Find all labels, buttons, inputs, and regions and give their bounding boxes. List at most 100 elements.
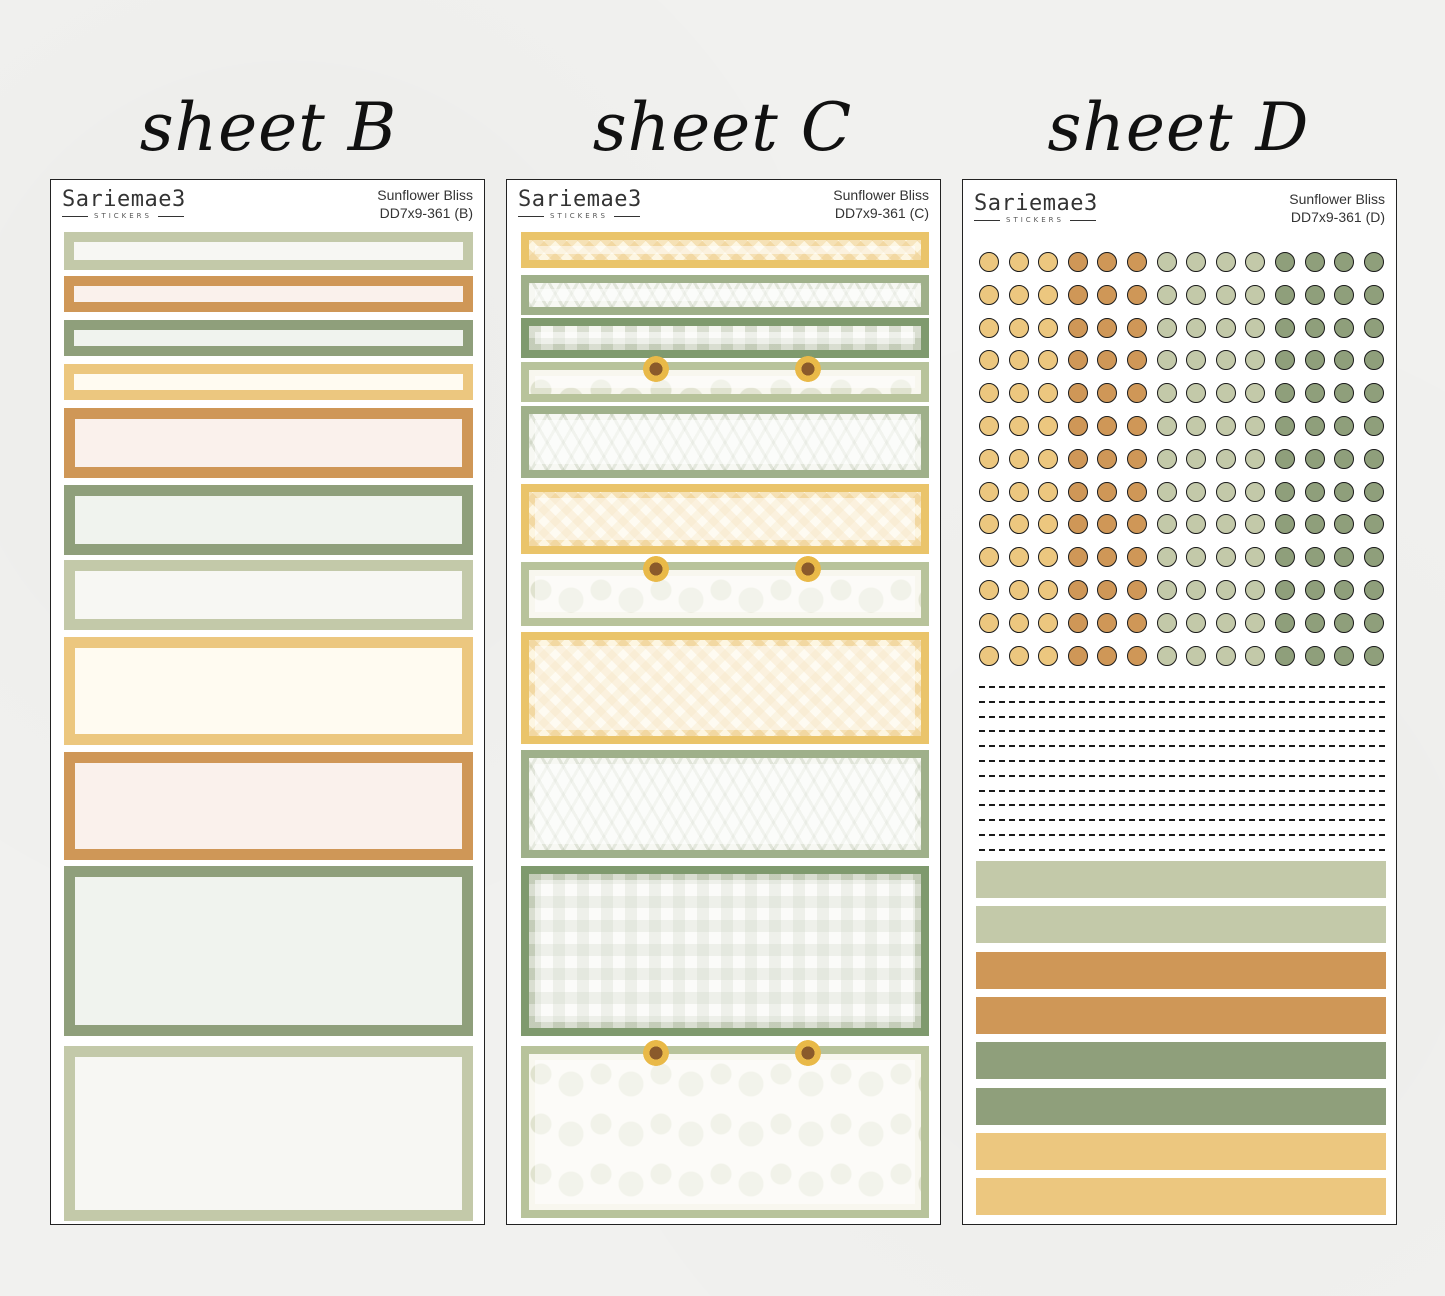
dot-sticker <box>1216 514 1236 534</box>
frame-sticker <box>64 1046 473 1221</box>
dot-sticker <box>979 613 999 633</box>
kit-name: Sunflower Bliss <box>377 187 473 203</box>
dot-sticker <box>1186 580 1206 600</box>
dot-sticker <box>979 252 999 272</box>
dot-sticker <box>1186 613 1206 633</box>
sunflower-icon <box>643 556 669 582</box>
frame-sticker <box>64 560 473 630</box>
dot-sticker <box>1038 514 1058 534</box>
frame-sticker <box>64 408 473 478</box>
dot-sticker <box>1334 318 1354 338</box>
dot-sticker <box>1127 646 1147 666</box>
dot-sticker <box>1097 547 1117 567</box>
dot-sticker <box>1038 416 1058 436</box>
dot-sticker <box>1305 285 1325 305</box>
dot-sticker <box>1009 646 1029 666</box>
patterned-frame-sticker <box>521 275 929 315</box>
dot-sticker <box>1186 449 1206 469</box>
dot-sticker <box>1097 318 1117 338</box>
sticker-sheet-b: Sariemae3 STICKERS Sunflower Bliss DD7x9… <box>50 179 485 1225</box>
dot-sticker <box>1157 383 1177 403</box>
patterned-frame-sticker <box>521 866 929 1036</box>
dot-sticker <box>1245 285 1265 305</box>
dot-sticker <box>1216 383 1236 403</box>
dot-sticker <box>1009 580 1029 600</box>
dot-sticker <box>1157 318 1177 338</box>
sunflower-icon <box>643 356 669 382</box>
dot-sticker <box>1275 646 1295 666</box>
frame-sticker <box>64 364 473 400</box>
dot-sticker <box>1305 252 1325 272</box>
frame-sticker <box>64 485 473 555</box>
dot-sticker <box>1009 383 1029 403</box>
dot-sticker <box>1364 383 1384 403</box>
dashed-line-sticker <box>979 700 1385 703</box>
sheet-c-title: sheet C <box>592 89 853 166</box>
dot-sticker <box>1334 613 1354 633</box>
dot-sticker <box>1305 416 1325 436</box>
dot-sticker <box>1216 646 1236 666</box>
dot-sticker <box>1186 482 1206 502</box>
dot-sticker <box>1157 482 1177 502</box>
brand-logo: Sariemae3 STICKERS <box>518 186 642 220</box>
sheet-code: DD7x9-361 (D) <box>1290 209 1385 225</box>
dot-sticker <box>1127 580 1147 600</box>
dot-sticker <box>1275 514 1295 534</box>
sunflower-icon <box>795 356 821 382</box>
dot-sticker <box>1364 580 1384 600</box>
washi-strip-sticker <box>976 861 1386 898</box>
dot-sticker <box>1334 482 1354 502</box>
dot-sticker <box>1068 285 1088 305</box>
dot-sticker <box>1275 580 1295 600</box>
dot-sticker <box>1038 646 1058 666</box>
dot-sticker <box>1275 350 1295 370</box>
dot-sticker <box>1038 383 1058 403</box>
dot-sticker <box>1157 285 1177 305</box>
dot-sticker <box>1305 350 1325 370</box>
dot-sticker <box>1009 449 1029 469</box>
dot-sticker <box>1364 350 1384 370</box>
dot-sticker <box>1305 318 1325 338</box>
dot-sticker <box>1186 547 1206 567</box>
dot-sticker <box>1038 252 1058 272</box>
dot-sticker <box>1245 613 1265 633</box>
dot-sticker <box>1038 613 1058 633</box>
sheet-d-title: sheet D <box>1047 89 1310 166</box>
dot-sticker <box>1245 350 1265 370</box>
dot-sticker <box>979 547 999 567</box>
dot-sticker <box>979 350 999 370</box>
dot-sticker <box>1127 514 1147 534</box>
dot-sticker <box>1186 514 1206 534</box>
dot-sticker <box>1334 449 1354 469</box>
washi-strip-sticker <box>976 1132 1386 1170</box>
dot-sticker <box>1157 580 1177 600</box>
dot-sticker <box>1216 318 1236 338</box>
dot-sticker <box>1127 252 1147 272</box>
patterned-frame-sticker <box>521 232 929 268</box>
dot-sticker <box>1275 285 1295 305</box>
dot-sticker <box>1068 416 1088 436</box>
frame-sticker <box>64 232 473 270</box>
patterned-frame-sticker <box>521 356 929 402</box>
dot-sticker <box>1038 285 1058 305</box>
dot-sticker <box>1157 613 1177 633</box>
sunflower-icon <box>795 1040 821 1066</box>
dot-sticker <box>1097 646 1117 666</box>
dot-sticker <box>1009 613 1029 633</box>
dot-sticker <box>1216 416 1236 436</box>
dot-sticker <box>1364 318 1384 338</box>
dot-sticker <box>1097 580 1117 600</box>
dot-sticker <box>1245 547 1265 567</box>
dot-sticker <box>1009 252 1029 272</box>
sheet-meta: Sunflower Bliss DD7x9-361 (D) <box>1289 190 1385 226</box>
dot-sticker <box>1245 449 1265 469</box>
dot-sticker <box>1364 449 1384 469</box>
dot-sticker <box>1127 383 1147 403</box>
sticker-sheet-d: Sariemae3 STICKERS Sunflower Bliss DD7x9… <box>962 179 1397 1225</box>
dot-sticker <box>1216 350 1236 370</box>
dot-sticker <box>1216 482 1236 502</box>
dot-sticker <box>1186 383 1206 403</box>
dot-sticker <box>1068 580 1088 600</box>
dot-sticker <box>1305 383 1325 403</box>
dot-sticker <box>1305 547 1325 567</box>
